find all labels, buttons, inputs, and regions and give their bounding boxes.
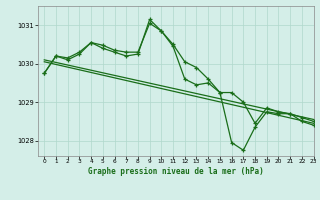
X-axis label: Graphe pression niveau de la mer (hPa): Graphe pression niveau de la mer (hPa) bbox=[88, 167, 264, 176]
